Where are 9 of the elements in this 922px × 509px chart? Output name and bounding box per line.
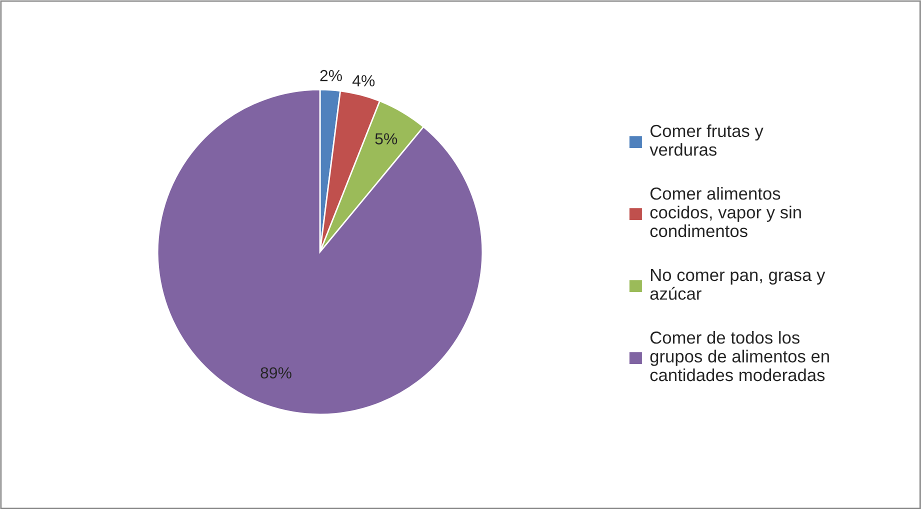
data-label: 5% [375,133,398,144]
legend-label: Comer de todos los grupos de alimentos en cantidades moderadas [650,331,829,382]
legend-label: Comer frutas y verduras [650,124,764,156]
pie-slice [156,88,484,416]
data-label: 2% [320,70,342,82]
data-label: 4% [352,75,375,86]
legend-label: Comer alimentos cocidos, vapor y sin condimentos [650,187,801,238]
data-label: 89% [260,367,292,379]
legend-label: No comer pan, grasa y azúcar [650,269,826,300]
